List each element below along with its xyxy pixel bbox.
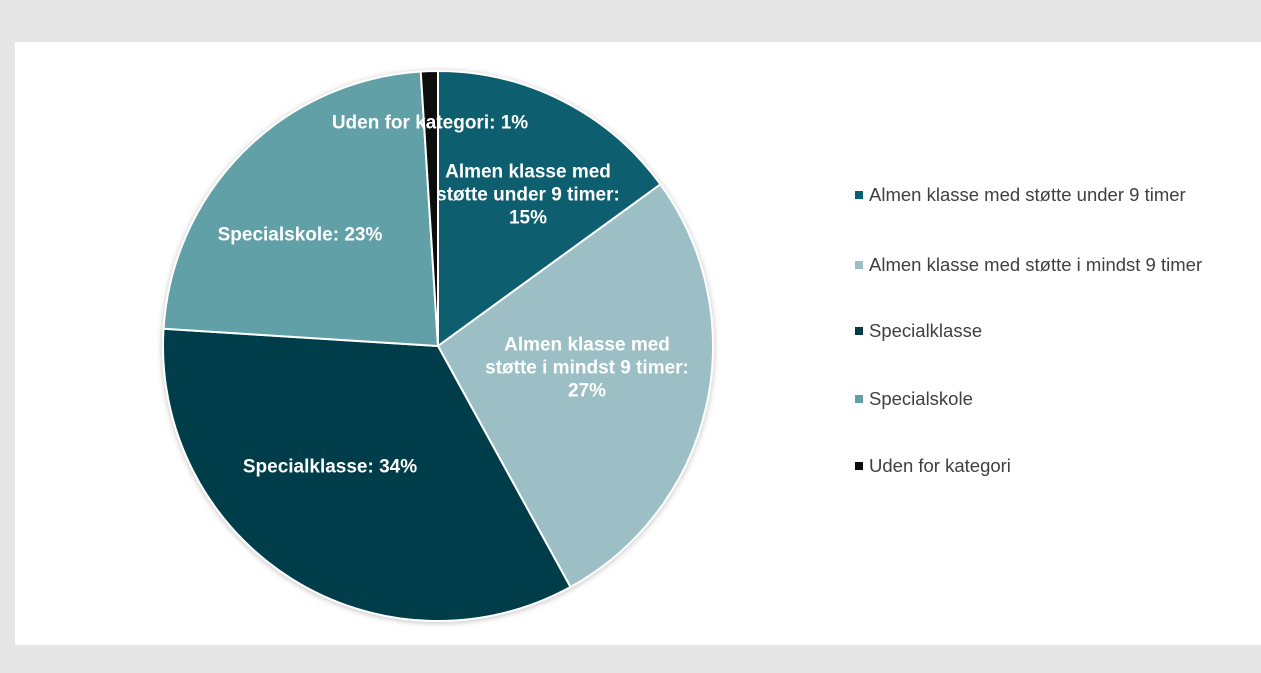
legend-swatch xyxy=(855,191,863,199)
legend-swatch xyxy=(855,261,863,269)
legend-swatch xyxy=(855,462,863,470)
legend-label: Specialklasse xyxy=(869,320,983,341)
legend-label: Almen klasse med støtte under 9 timer xyxy=(869,184,1186,205)
legend-entry: Almen klasse med støtte under 9 timer xyxy=(855,182,1235,207)
legend-label: Specialskole xyxy=(869,388,973,409)
legend-entry: Specialklasse xyxy=(855,318,1235,343)
pie-slice xyxy=(436,182,714,589)
data-label: Uden for kategori: 1% xyxy=(331,112,529,134)
legend-swatch xyxy=(855,327,863,335)
pie xyxy=(162,69,714,622)
legend-swatch xyxy=(855,395,863,403)
pie-slice xyxy=(419,69,439,347)
legend-label: Almen klasse med støtte i mindst 9 timer xyxy=(869,254,1203,275)
legend-entry: Specialskole xyxy=(855,386,1235,411)
legend-label: Uden for kategori xyxy=(869,455,1011,476)
data-label: Almen klasse med støtte i mindst 9 timer… xyxy=(485,334,689,402)
pie-slice xyxy=(162,327,572,622)
legend-entry: Almen klasse med støtte i mindst 9 timer xyxy=(855,252,1235,277)
pie-slice xyxy=(437,69,662,348)
pie-slice xyxy=(162,70,440,348)
data-label: Specialklasse: 34% xyxy=(242,456,418,478)
data-label: Specialskole: 23% xyxy=(217,224,383,246)
legend-entry: Uden for kategori xyxy=(855,453,1235,478)
data-label: Almen klasse med støtte under 9 timer: 1… xyxy=(436,161,620,229)
